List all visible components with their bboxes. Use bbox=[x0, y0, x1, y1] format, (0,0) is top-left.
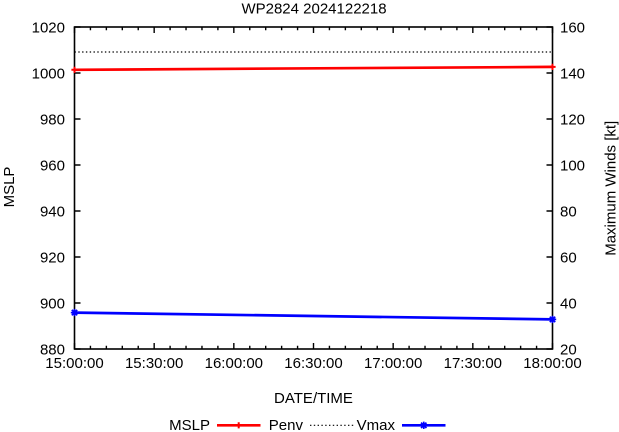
svg-text:900: 900 bbox=[40, 295, 65, 312]
svg-text:16:30:00: 16:30:00 bbox=[284, 355, 342, 372]
svg-text:MSLP: MSLP bbox=[1, 167, 18, 208]
svg-text:160: 160 bbox=[560, 19, 585, 36]
svg-text:MSLP: MSLP bbox=[169, 417, 210, 432]
svg-text:940: 940 bbox=[40, 203, 65, 220]
svg-text:40: 40 bbox=[560, 295, 577, 312]
svg-text:DATE/TIME: DATE/TIME bbox=[274, 390, 353, 407]
svg-text:WP2824 2024122218: WP2824 2024122218 bbox=[241, 0, 386, 17]
svg-text:140: 140 bbox=[560, 65, 585, 82]
svg-text:Penv: Penv bbox=[269, 417, 304, 432]
svg-text:17:00:00: 17:00:00 bbox=[364, 355, 422, 372]
svg-text:Vmax: Vmax bbox=[357, 417, 396, 432]
svg-text:80: 80 bbox=[560, 203, 577, 220]
svg-text:16:00:00: 16:00:00 bbox=[205, 355, 263, 372]
svg-text:980: 980 bbox=[40, 111, 65, 128]
svg-text:1020: 1020 bbox=[32, 19, 65, 36]
svg-text:960: 960 bbox=[40, 157, 65, 174]
svg-text:1000: 1000 bbox=[32, 65, 65, 82]
svg-text:18:00:00: 18:00:00 bbox=[523, 355, 581, 372]
svg-text:15:30:00: 15:30:00 bbox=[125, 355, 183, 372]
svg-text:17:30:00: 17:30:00 bbox=[444, 355, 502, 372]
svg-text:60: 60 bbox=[560, 249, 577, 266]
svg-text:120: 120 bbox=[560, 111, 585, 128]
svg-text:880: 880 bbox=[40, 341, 65, 358]
svg-text:Maximum Winds [kt]: Maximum Winds [kt] bbox=[603, 121, 619, 256]
svg-text:100: 100 bbox=[560, 157, 585, 174]
svg-text:15:00:00: 15:00:00 bbox=[45, 355, 103, 372]
svg-text:920: 920 bbox=[40, 249, 65, 266]
svg-text:20: 20 bbox=[560, 341, 577, 358]
